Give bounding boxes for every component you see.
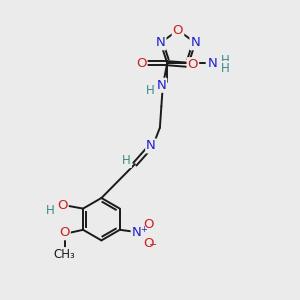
Text: N: N [132, 226, 141, 239]
Text: N: N [156, 36, 166, 49]
Text: N: N [208, 57, 218, 70]
Text: O: O [188, 58, 198, 71]
Text: CH₃: CH₃ [54, 248, 75, 261]
Text: O: O [57, 199, 68, 212]
Text: H: H [221, 54, 230, 67]
Text: H: H [146, 84, 155, 97]
Text: +: + [140, 225, 147, 234]
Text: N: N [157, 79, 166, 92]
Text: O: O [143, 236, 154, 250]
Text: O: O [59, 226, 70, 239]
Text: O: O [143, 218, 154, 231]
Text: O: O [136, 57, 147, 70]
Text: O: O [173, 24, 183, 37]
Text: H: H [122, 154, 131, 167]
Text: H: H [46, 205, 55, 218]
Text: N: N [146, 140, 156, 152]
Text: −: − [149, 240, 158, 250]
Text: N: N [190, 36, 200, 49]
Text: H: H [221, 62, 230, 75]
